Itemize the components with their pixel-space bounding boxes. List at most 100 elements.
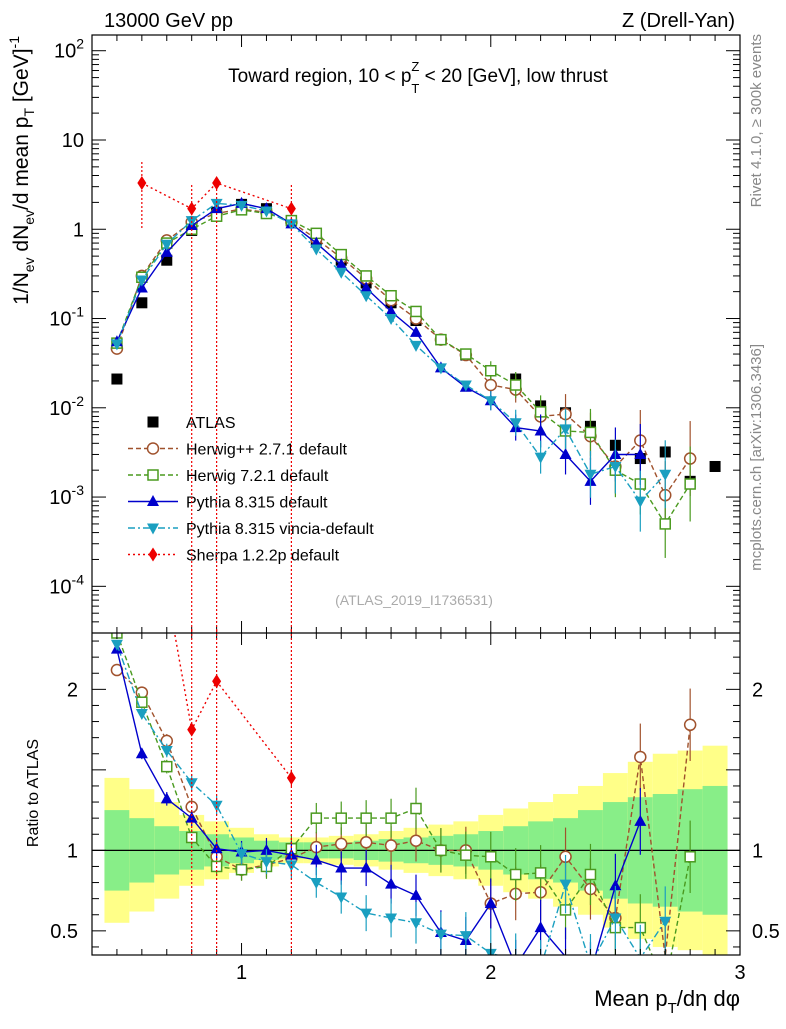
data-point	[135, 281, 148, 293]
ratio-point	[509, 868, 522, 881]
data-point	[634, 447, 647, 459]
data-point	[260, 206, 273, 218]
ratio-point	[460, 849, 472, 861]
ratio-point	[286, 770, 296, 785]
main-series	[110, 175, 721, 558]
data-point	[160, 245, 173, 257]
ratio-series	[92, 633, 740, 955]
data-point	[136, 297, 148, 309]
data-point	[360, 270, 372, 282]
ratio-point	[285, 860, 298, 872]
data-point	[285, 219, 298, 231]
header-right: Z (Drell-Yan)	[622, 10, 735, 32]
ratio-point	[434, 929, 447, 941]
data-point	[559, 447, 572, 459]
legend-label: Herwig++ 2.7.1 default	[186, 442, 348, 459]
y-axis-label: 1/Nev dNev/d mean pT [GeV]-1	[6, 36, 37, 305]
x-axis-label: Mean pT/dη dφ	[594, 986, 740, 1017]
data-point	[235, 200, 248, 212]
legend-marker	[147, 523, 159, 535]
data-point	[310, 244, 323, 256]
x-tick-label: 3	[734, 962, 745, 984]
ratio-point	[484, 896, 497, 908]
data-point	[335, 248, 347, 261]
series-line	[141, 182, 292, 210]
ratio-point	[334, 837, 348, 851]
ratio-line	[116, 648, 641, 955]
x-tick-label: 2	[485, 962, 496, 984]
rivet-label: Rivet 4.1.0, ≥ 300k events	[748, 34, 765, 207]
data-point	[110, 339, 123, 351]
ratio-point	[185, 831, 198, 844]
y-tick-label: 10-3	[49, 482, 84, 509]
data-point	[335, 267, 348, 279]
legend-label: Herwig 7.2.1 default	[186, 468, 329, 485]
ratio-point	[310, 812, 323, 824]
data-point	[360, 281, 373, 293]
data-point	[659, 469, 672, 481]
ratio-point	[609, 913, 622, 925]
ratio-point	[360, 861, 373, 873]
axes: 1 2 3 10-4 10-3 10-2 10-1 1 10 102 0.5 0.5 1 1 2 2	[49, 34, 780, 984]
y-tick-label: 10-2	[49, 393, 84, 420]
ratio-point	[385, 877, 398, 889]
ratio-point	[160, 746, 173, 758]
ratio-point	[310, 853, 323, 865]
data-point	[135, 275, 148, 287]
data-point	[484, 396, 497, 408]
ratio-tick-label-right: 1	[752, 840, 763, 862]
data-point	[410, 325, 422, 337]
legend-marker	[148, 547, 158, 562]
legend-marker	[146, 442, 160, 455]
ratio-point	[385, 913, 398, 925]
legend-marker	[147, 469, 159, 481]
ratio-point	[659, 916, 672, 928]
ratio-point	[634, 750, 647, 764]
ratio-point	[384, 839, 398, 852]
data-point	[584, 426, 597, 439]
data-point	[559, 424, 572, 436]
data-point	[609, 461, 622, 473]
data-point	[286, 201, 296, 216]
ratio-point	[534, 921, 547, 933]
ratio-point	[609, 879, 622, 891]
data-point	[385, 314, 398, 326]
ratio-tick-label-right: 2	[752, 679, 763, 701]
data-point	[509, 379, 522, 391]
y-tick-label: 102	[54, 36, 84, 63]
ratio-point	[110, 639, 123, 651]
ratio-point	[459, 931, 472, 943]
ratio-point	[335, 812, 347, 824]
data-point	[410, 340, 422, 352]
legend-marker	[147, 416, 159, 428]
data-point	[435, 333, 447, 346]
y-tick-label: 10	[62, 130, 84, 152]
data-point	[534, 452, 547, 464]
y-tick-label: 10-1	[49, 304, 84, 331]
ratio-line	[116, 644, 666, 955]
ratio-point	[161, 760, 173, 773]
data-point	[187, 201, 197, 216]
series-line	[116, 202, 641, 483]
ratio-point	[135, 686, 149, 699]
ratio-tick-label-right: 0.5	[752, 921, 780, 943]
data-point	[210, 198, 223, 210]
ratio-point	[335, 892, 348, 904]
series-line	[116, 208, 691, 497]
data-point	[385, 289, 397, 302]
ratio-tick-label: 0.5	[50, 921, 78, 943]
data-point	[160, 239, 173, 251]
data-point	[584, 469, 597, 481]
ratio-point	[360, 908, 373, 920]
header-left: 13000 GeV pp	[104, 10, 233, 32]
ratio-point	[410, 802, 422, 815]
data-point	[335, 258, 348, 270]
analysis-id: (ATLAS_2019_I1736531)	[335, 592, 493, 608]
ratio-point	[485, 851, 497, 863]
x-tick-label: 1	[236, 962, 247, 984]
ratio-point	[187, 722, 197, 737]
ratio-point	[559, 879, 572, 891]
ratio-line	[116, 669, 691, 955]
